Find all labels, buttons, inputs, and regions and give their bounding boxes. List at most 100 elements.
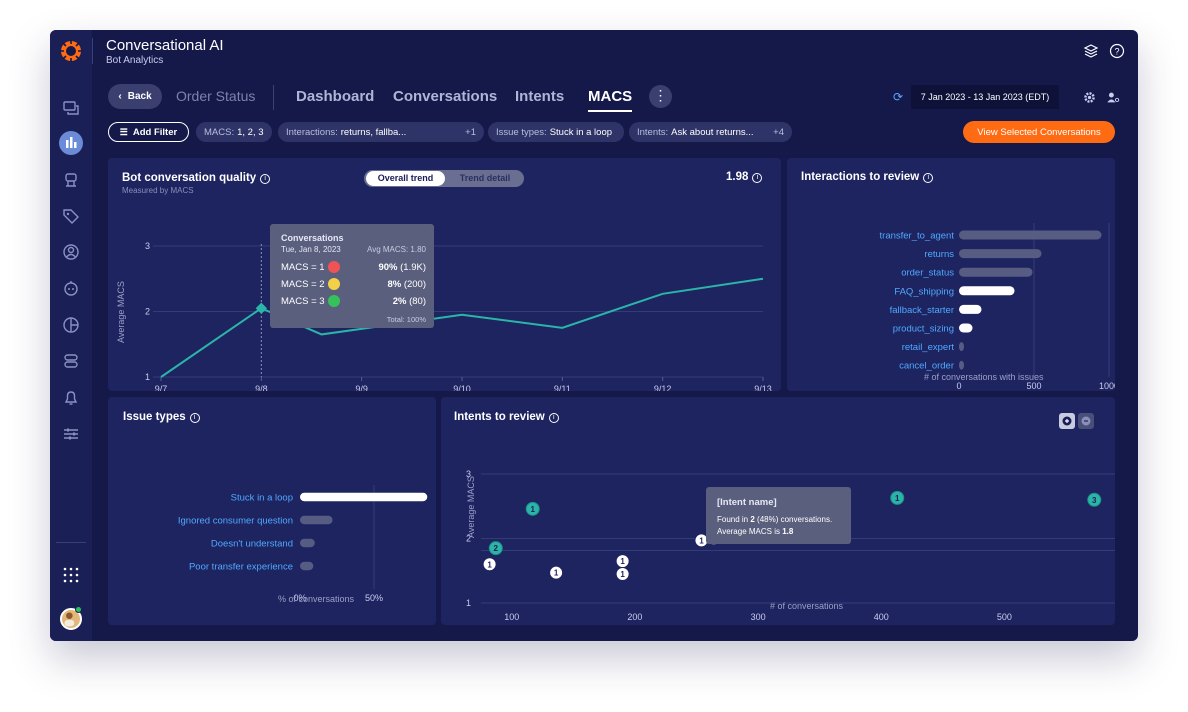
- x-tick-label: 9/8: [255, 384, 268, 391]
- tooltip-date: Tue, Jan 8, 2023: [281, 245, 341, 254]
- integrations-nav-icon[interactable]: [61, 351, 81, 371]
- issue-types-title: Issue types i: [123, 411, 200, 423]
- info-icon[interactable]: i: [189, 413, 200, 423]
- tab-dashboard[interactable]: Dashboard: [296, 88, 375, 105]
- app-window: Conversational AI Bot Analytics ?: [50, 30, 1138, 641]
- x-tick-label: 500: [1026, 381, 1041, 391]
- user-nav-icon[interactable]: [61, 242, 81, 262]
- info-icon[interactable]: i: [923, 173, 934, 183]
- tooltip-row-count: (1.9K): [400, 262, 426, 273]
- series-line: [160, 277, 764, 378]
- zoom-in-icon: [1062, 416, 1072, 426]
- filter-chip-macs[interactable]: MACS: 1, 2, 3: [196, 122, 272, 142]
- y-tick-label: 2: [466, 534, 471, 544]
- scatter-point: [1087, 492, 1102, 507]
- user-avatar[interactable]: [60, 608, 82, 630]
- bar-category-label: retail_expert: [902, 342, 955, 353]
- left-nav: [50, 30, 92, 641]
- chip-key: MACS:: [204, 126, 235, 138]
- bar-category-label: order_status: [901, 268, 954, 279]
- chip-key: Intents:: [637, 126, 669, 138]
- filter-chip-interactions[interactable]: Interactions: returns, fallba... +1: [278, 122, 484, 142]
- overall-trend-toggle[interactable]: Overall trend: [366, 171, 445, 186]
- tag-nav-icon[interactable]: [61, 206, 81, 226]
- chevron-left-icon: ‹: [118, 91, 122, 102]
- gear-icon[interactable]: [1083, 91, 1096, 104]
- x-tick-label: 9/12: [654, 384, 672, 391]
- user-settings-icon[interactable]: [1106, 91, 1120, 104]
- scatter-point-label: 1: [620, 570, 625, 579]
- bar-category-label: Poor transfer experience: [189, 562, 293, 573]
- online-status-dot: [75, 606, 82, 613]
- tooltip-text: (48%) conversations.: [754, 515, 833, 524]
- quality-title-text: Bot conversation quality: [122, 172, 257, 184]
- help-icon[interactable]: ?: [1109, 43, 1125, 59]
- scatter-point: [482, 557, 497, 572]
- filter-chip-issue-types[interactable]: Issue types: Stuck in a loop: [488, 122, 624, 142]
- interactions-panel: [787, 158, 1115, 391]
- info-icon[interactable]: i: [260, 174, 271, 184]
- bar-category-label: Stuck in a loop: [231, 493, 293, 504]
- issue-types-title-text: Issue types: [123, 411, 186, 423]
- bar-category-label: returns: [924, 249, 954, 260]
- zoom-out-icon: [1081, 416, 1091, 426]
- bar-category-label: product_sizing: [893, 324, 954, 335]
- chip-key: Issue types:: [496, 126, 547, 138]
- tooltip-total: Total: 100%: [386, 315, 426, 324]
- tooltip-row-pct: 8%: [387, 279, 402, 290]
- chat-nav-icon[interactable]: [61, 98, 81, 118]
- header-divider: [92, 38, 93, 64]
- bar: [300, 561, 314, 571]
- tab-intents[interactable]: Intents: [515, 88, 565, 105]
- chip-key: Interactions:: [286, 126, 338, 138]
- intent-tooltip-line1: Found in 2 (48%) conversations.: [717, 515, 832, 524]
- x-tick-label: 9/13: [754, 384, 772, 391]
- x-tick-label: 50%: [365, 593, 383, 603]
- bar: [959, 230, 1102, 240]
- x-tick-label: 400: [874, 612, 889, 622]
- scatter-point: [525, 501, 540, 516]
- zoom-out-button[interactable]: [1078, 413, 1094, 429]
- date-range-picker[interactable]: 7 Jan 2023 - 13 Jan 2023 (EDT): [911, 85, 1059, 109]
- bar-category-label: FAQ_shipping: [894, 286, 954, 297]
- back-button[interactable]: ‹ Back: [108, 84, 162, 109]
- filter-icon: ☰: [119, 126, 128, 137]
- app-grid-icon[interactable]: [61, 565, 81, 585]
- bar: [959, 304, 982, 314]
- quality-score: 1.98 i: [726, 171, 763, 183]
- pie-chart-nav-icon[interactable]: [61, 315, 81, 335]
- notifications-nav-icon[interactable]: [61, 388, 81, 408]
- bar-category-label: Doesn't understand: [211, 539, 293, 550]
- add-filter-button[interactable]: ☰ Add Filter: [108, 122, 189, 142]
- intents-x-axis-label: # of conversations: [770, 601, 844, 611]
- analytics-nav-icon[interactable]: [61, 133, 81, 153]
- tab-macs[interactable]: MACS: [588, 88, 633, 105]
- tab-order-status[interactable]: Order Status: [176, 88, 256, 104]
- filter-chip-intents[interactable]: Intents: Ask about returns... +4: [629, 122, 792, 142]
- zoom-in-button[interactable]: [1059, 413, 1075, 429]
- back-label: Back: [127, 91, 152, 102]
- view-selected-conversations-button[interactable]: View Selected Conversations: [963, 121, 1115, 143]
- layers-icon[interactable]: [1083, 43, 1099, 59]
- info-icon[interactable]: i: [752, 173, 763, 183]
- agent-nav-icon[interactable]: [61, 279, 81, 299]
- tab-conversations[interactable]: Conversations: [393, 88, 498, 105]
- intent-tooltip-line2: Average MACS is 1.8: [717, 527, 793, 536]
- settings-sliders-nav-icon[interactable]: [61, 424, 81, 444]
- active-tab-underline: [588, 110, 632, 112]
- y-tick-label: 3: [145, 241, 150, 251]
- info-icon[interactable]: i: [548, 413, 559, 423]
- quality-line-chart: 1 2 3 9/7 9/8 9/9 9/10 9/11 9/12 9/13 Average MACS: [116, 241, 772, 391]
- x-tick-label: 9/7: [155, 384, 168, 391]
- bar: [300, 492, 428, 502]
- more-options-button[interactable]: ⋮: [649, 85, 672, 108]
- bar-category-label: Ignored consumer question: [178, 516, 293, 527]
- sad-face-icon: [328, 261, 340, 273]
- trend-detail-toggle[interactable]: Trend detail: [459, 173, 511, 183]
- intents-title: Intents to review i: [454, 411, 559, 423]
- x-tick-label: 100: [504, 612, 519, 622]
- tooltip-title: Conversations: [281, 233, 344, 243]
- bot-nav-icon[interactable]: [61, 170, 81, 190]
- refresh-icon[interactable]: ⟳: [893, 90, 904, 104]
- tooltip-text: Average MACS is: [717, 527, 783, 536]
